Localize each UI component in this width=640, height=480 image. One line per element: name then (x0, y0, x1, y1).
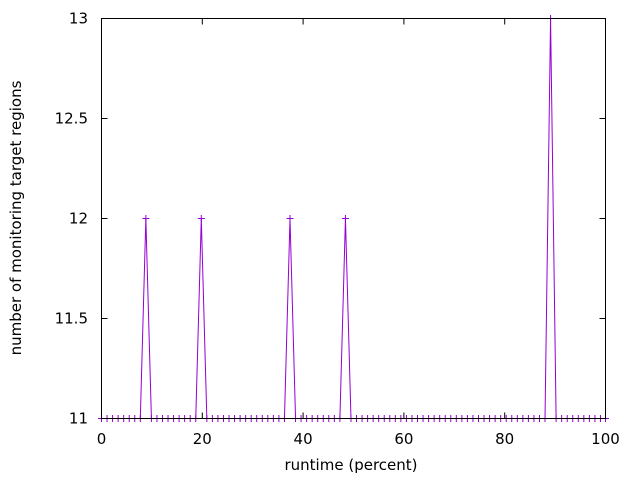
y-axis-label: number of monitoring target regions (7, 80, 25, 355)
y-tick-label: 12 (69, 210, 88, 228)
labels-layer: runtime (percent) number of monitoring t… (7, 80, 418, 474)
y-tick-label: 11.5 (55, 310, 88, 328)
x-axis-label: runtime (percent) (285, 456, 418, 474)
data-point (142, 215, 150, 222)
x-tick-label: 80 (495, 430, 514, 448)
data-point (197, 215, 205, 222)
x-tick-label: 20 (193, 430, 212, 448)
x-tick-label: 40 (294, 430, 313, 448)
plot-frame (101, 18, 606, 419)
x-tick-label: 60 (394, 430, 413, 448)
y-tick-label: 12.5 (55, 110, 88, 128)
y-tick-label: 11 (69, 410, 88, 428)
x-tick-label: 100 (591, 430, 620, 448)
ticks-layer: 0 20 40 60 80 100 11 11.5 12 12.5 13 (55, 10, 620, 449)
series-line (101, 18, 606, 419)
data-point (286, 215, 294, 222)
y-tick-label: 13 (69, 10, 88, 28)
data-point (341, 215, 349, 222)
series-layer (98, 15, 609, 422)
x-tick-label: 0 (97, 430, 107, 448)
